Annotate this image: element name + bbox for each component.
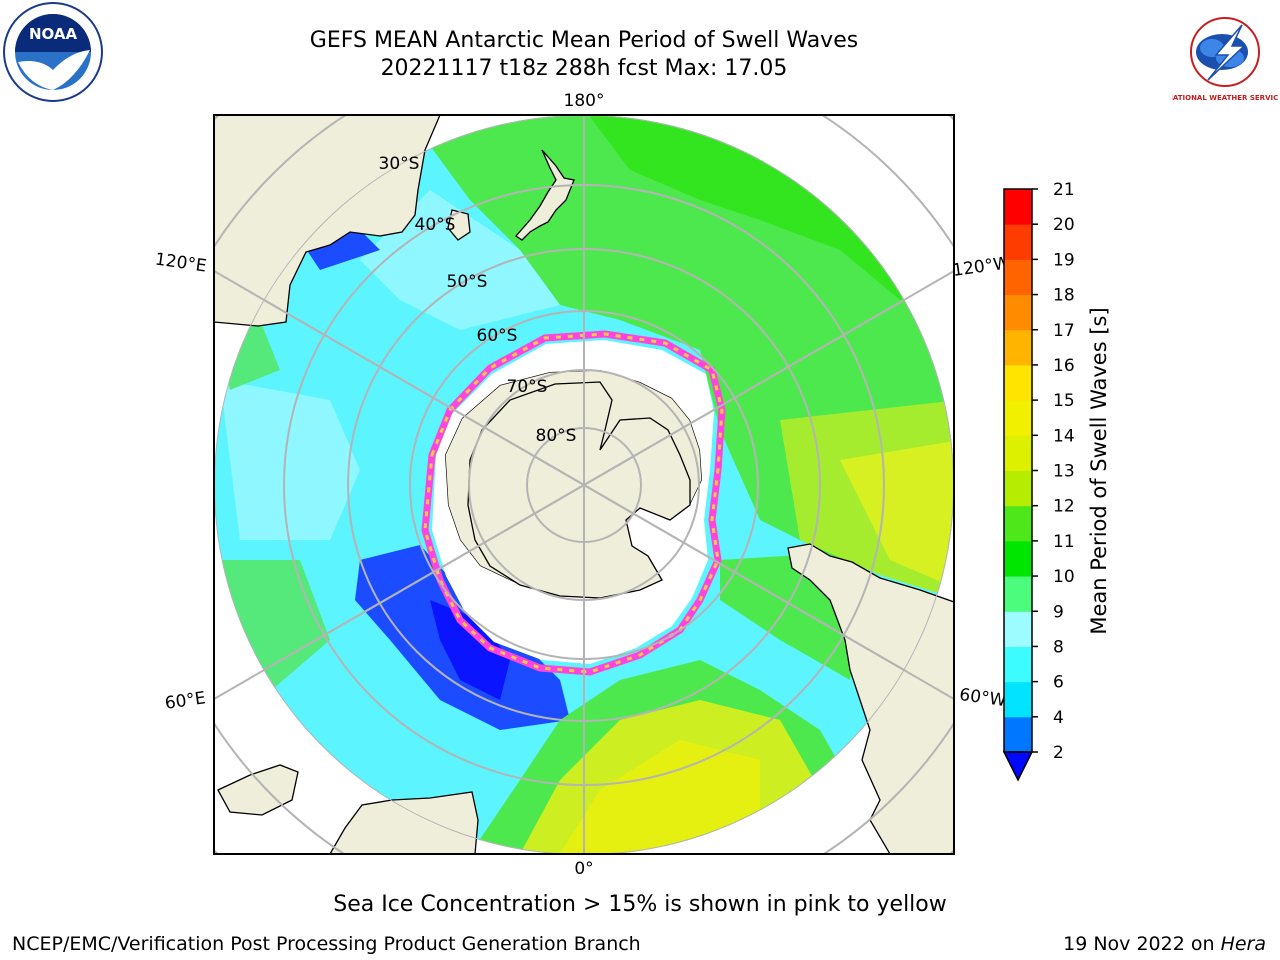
colorbar-tick-label: 12 — [1053, 497, 1075, 517]
lat-label-70s: 70°S — [507, 377, 548, 397]
lat-label-40s: 40°S — [415, 215, 456, 235]
map-frame — [213, 114, 955, 855]
africa — [329, 791, 479, 854]
lon-label-60w: 60°W — [958, 685, 1007, 711]
colorbar-tick-label: 19 — [1053, 250, 1075, 270]
colorbar: 2 4 6 8 9 10 11 12 13 14 15 16 17 18 19 20 21 Mean Perio… — [1002, 180, 1111, 782]
lon-label-60e: 60°E — [164, 688, 207, 713]
colorbar-tick-label: 15 — [1053, 391, 1075, 411]
colorbar-segment — [1004, 540, 1032, 577]
nws-logo-text: NATIONAL WEATHER SERVICE — [1172, 94, 1278, 102]
credit-host: Hera — [1220, 933, 1266, 955]
colorbar-segment — [1004, 681, 1032, 718]
colorbar-tick-label: 16 — [1053, 356, 1075, 376]
noaa-logo-text: NOAA — [29, 25, 78, 43]
lon-label-0: 0° — [574, 859, 593, 879]
lat-label-80s: 80°S — [536, 426, 577, 446]
tasmania — [447, 209, 471, 241]
credit-left: NCEP/EMC/Verification Post Processing Pr… — [12, 933, 641, 955]
colorbar-tick-label: 18 — [1053, 286, 1075, 306]
chart-title: GEFS MEAN Antarctic Mean Period of Swell… — [309, 28, 859, 53]
colorbar-tick-label: 10 — [1053, 567, 1075, 587]
colorbar-segment — [1004, 435, 1032, 471]
colorbar-extend-triangle — [1002, 751, 1034, 782]
colorbar-segment — [1004, 646, 1032, 683]
colorbar-label: Mean Period of Swell Waves [s] — [1087, 307, 1111, 634]
lat-label-60s: 60°S — [477, 326, 518, 346]
colorbar-segment — [1004, 294, 1032, 331]
swell-period-field — [214, 115, 954, 854]
colorbar-segment — [1004, 716, 1032, 753]
colorbar-segment — [1004, 505, 1032, 542]
lat-label-50s: 50°S — [447, 272, 488, 292]
colorbar-segment — [1004, 259, 1032, 296]
colorbar-tick-label: 4 — [1053, 708, 1064, 728]
colorbar-tick-label: 21 — [1053, 180, 1075, 200]
colorbar-segment — [1004, 189, 1032, 225]
colorbar-tick-label: 11 — [1053, 532, 1075, 552]
colorbar-tick-label: 9 — [1053, 602, 1064, 622]
colorbar-segment — [1004, 611, 1032, 647]
colorbar-tick-label: 17 — [1053, 321, 1075, 341]
sea-ice — [421, 330, 726, 676]
colorbar-segment — [1004, 224, 1032, 260]
australia — [214, 115, 441, 327]
new-zealand — [515, 149, 575, 241]
colorbar-tick-label: 13 — [1053, 462, 1075, 482]
colorbar-segment — [1004, 400, 1032, 436]
colorbar-segment — [1004, 364, 1032, 401]
lon-label-120w: 120°W — [951, 253, 1011, 281]
lat-label-30s: 30°S — [379, 154, 420, 174]
colorbar-tick-label: 6 — [1053, 673, 1064, 693]
credit-date: 19 Nov 2022 on — [1063, 933, 1221, 955]
colorbar-segment — [1004, 576, 1032, 612]
colorbar-tick-label: 14 — [1053, 426, 1075, 446]
lon-label-120e: 120°E — [154, 250, 208, 277]
lon-label-180: 180° — [564, 91, 605, 111]
colorbar-tick-label: 20 — [1053, 215, 1075, 235]
colorbar-tick-label: 2 — [1053, 743, 1064, 763]
noaa-logo: NOAA — [3, 2, 103, 102]
colorbar-segment — [1004, 470, 1032, 507]
chart-subtitle: 20221117 t18z 288h fcst Max: 17.05 — [380, 56, 788, 81]
sea-ice-caption: Sea Ice Concentration > 15% is shown in … — [333, 892, 947, 917]
nws-logo: NATIONAL WEATHER SERVICE — [1172, 2, 1278, 102]
colorbar-segment — [1004, 329, 1032, 366]
graticule-outer — [214, 115, 954, 854]
credit-right: 19 Nov 2022 on Hera — [1063, 933, 1266, 955]
colorbar-tick-label: 8 — [1053, 637, 1064, 657]
